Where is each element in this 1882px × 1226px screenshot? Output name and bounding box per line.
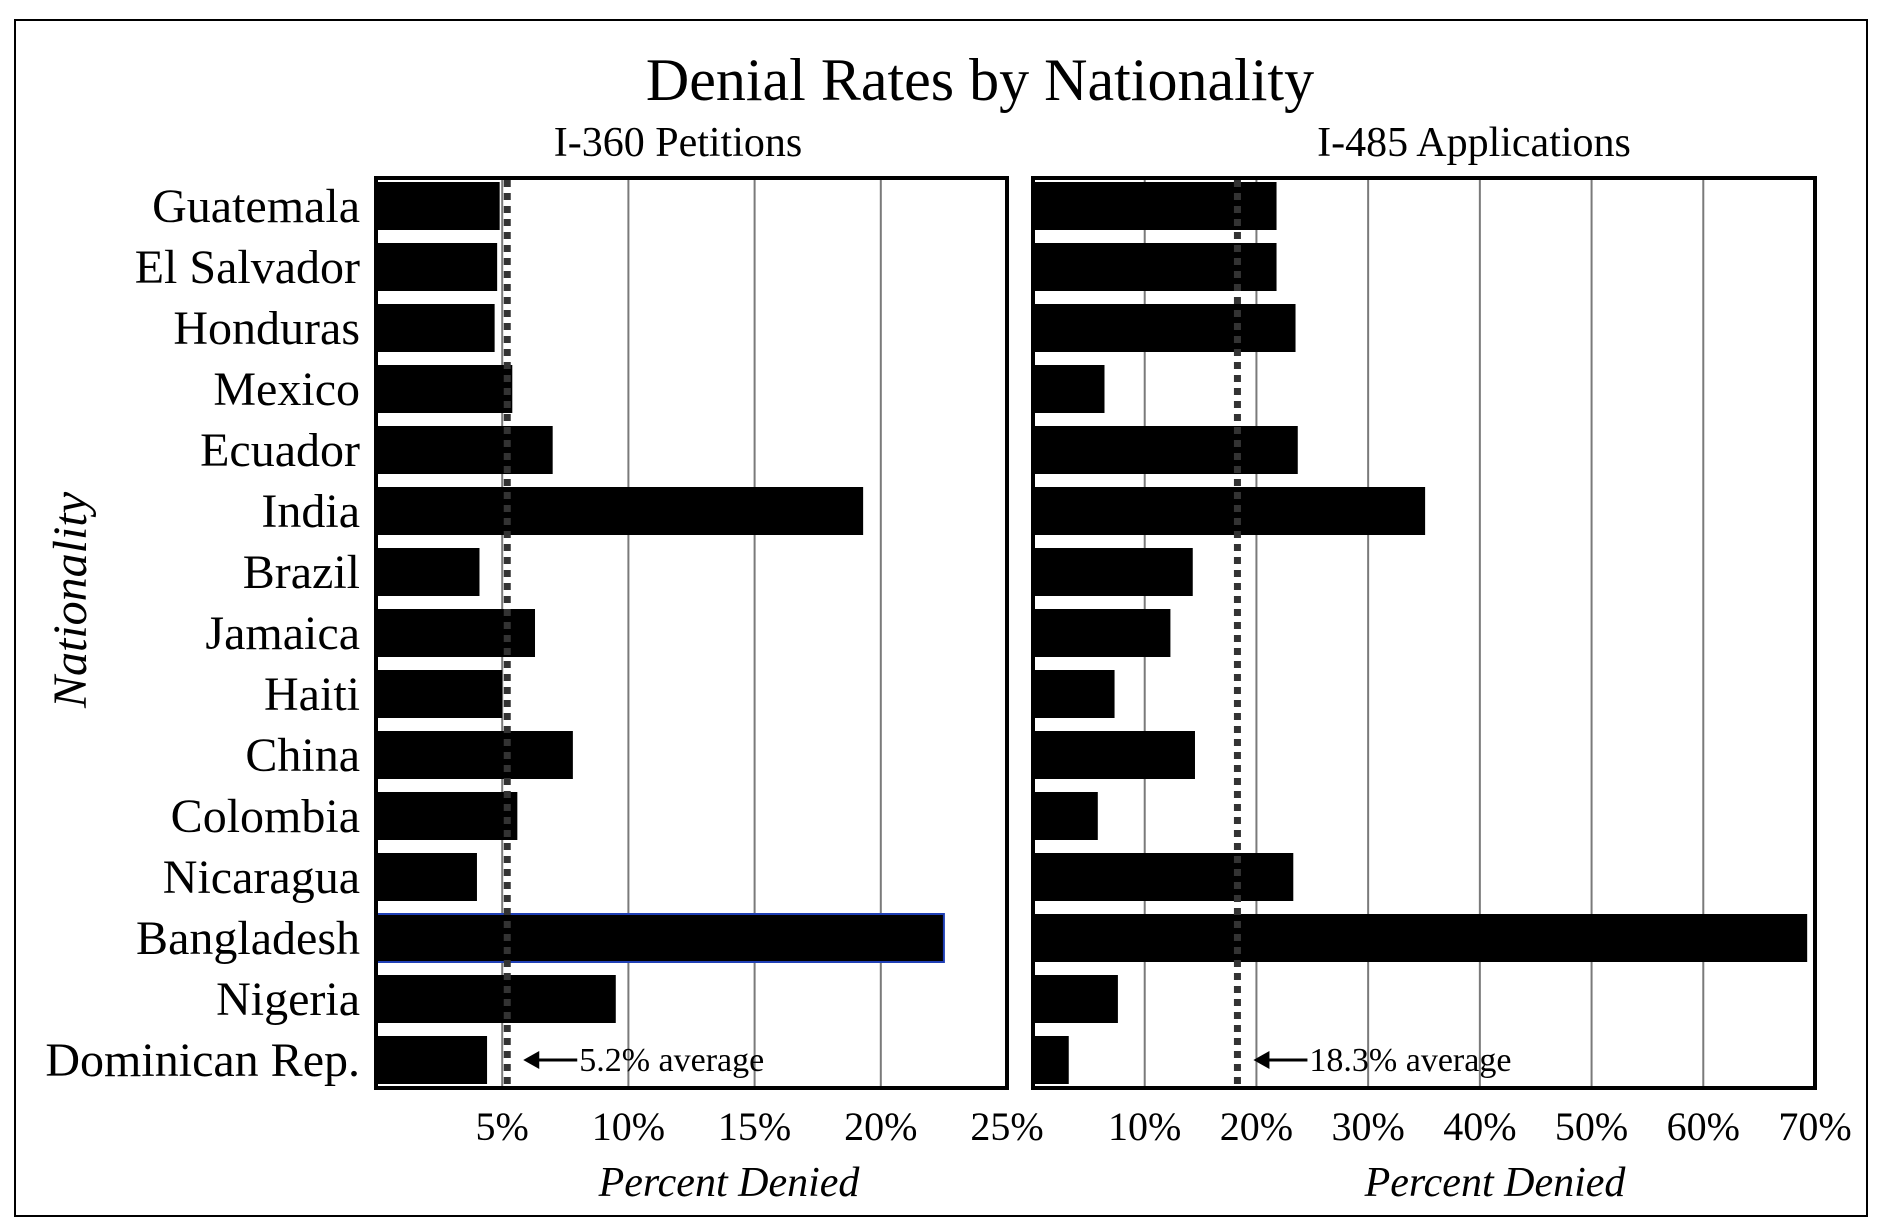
x-tick-label: 20% — [1220, 1104, 1293, 1149]
bar-brazil — [376, 548, 480, 596]
bar-jamaica — [1033, 609, 1171, 657]
category-label: Bangladesh — [136, 912, 360, 965]
bar-nigeria — [376, 975, 616, 1023]
category-label: Ecuador — [200, 424, 360, 477]
left-panel-subtitle: I-360 Petitions — [554, 120, 803, 166]
average-arrow-head — [1253, 1051, 1270, 1069]
right-x-axis-label: Percent Denied — [1364, 1160, 1627, 1206]
x-tick-label: 70% — [1778, 1104, 1851, 1149]
x-tick-label: 15% — [718, 1104, 791, 1149]
x-tick-label: 25% — [970, 1104, 1043, 1149]
outer-frame — [14, 19, 1868, 1217]
average-annotation: 5.2% average — [579, 1042, 764, 1079]
bar-china — [1033, 731, 1195, 779]
left-x-axis-label: Percent Denied — [598, 1160, 861, 1206]
bar-china — [376, 731, 573, 779]
category-label: Honduras — [173, 302, 360, 355]
bar-honduras — [376, 304, 495, 352]
category-label: Nicaragua — [163, 851, 360, 904]
bar-nicaragua — [376, 853, 477, 901]
bar-ecuador — [376, 426, 553, 474]
x-tick-label: 20% — [844, 1104, 917, 1149]
bar-india — [376, 487, 864, 535]
bar-bangladesh — [1033, 914, 1808, 962]
right-panel-subtitle: I-485 Applications — [1317, 120, 1631, 166]
chart-title: Denial Rates by Nationality — [646, 47, 1314, 113]
category-label: China — [245, 729, 360, 782]
bar-colombia — [376, 792, 518, 840]
bar-guatemala — [376, 182, 500, 230]
category-label: Dominican Rep. — [45, 1034, 360, 1087]
x-tick-label: 60% — [1667, 1104, 1740, 1149]
plot-frame — [374, 176, 1009, 1090]
category-label: Haiti — [264, 668, 360, 721]
category-label: Colombia — [171, 790, 360, 843]
y-axis-label: Nationality — [44, 491, 97, 709]
bar-brazil — [1033, 548, 1193, 596]
bar-jamaica — [376, 609, 536, 657]
category-label: Guatemala — [152, 180, 360, 233]
plot-frame — [1031, 176, 1817, 1090]
x-tick-label: 40% — [1443, 1104, 1516, 1149]
x-tick-label: 10% — [1108, 1104, 1181, 1149]
category-label: India — [261, 485, 360, 538]
bar-haiti — [1033, 670, 1115, 718]
bar-mexico — [1033, 365, 1105, 413]
category-label: El Salvador — [135, 241, 360, 294]
bar-haiti — [376, 670, 503, 718]
bar-el-salvador — [376, 243, 498, 291]
bar-dominican-rep — [1033, 1036, 1069, 1084]
category-label: Mexico — [213, 363, 360, 416]
i485-panel: 18.3% average 10% 20% 30% 40% 50% 60% 70% — [1031, 176, 1852, 1149]
category-label: Jamaica — [205, 607, 360, 660]
bar-ecuador — [1033, 426, 1298, 474]
bar-bangladesh — [375, 913, 945, 963]
i360-panel: 5.2% average 5% 10% 15% 20% 25% — [374, 176, 1044, 1149]
x-tick-label: 50% — [1555, 1104, 1628, 1149]
x-tick-label: 10% — [592, 1104, 665, 1149]
bar-nigeria — [1033, 975, 1118, 1023]
average-annotation: 18.3% average — [1309, 1042, 1511, 1079]
bar-dominican-rep — [376, 1036, 488, 1084]
bar-honduras — [1033, 304, 1296, 352]
bar-nicaragua — [1033, 853, 1294, 901]
category-label: Brazil — [243, 546, 360, 599]
bar-india — [1033, 487, 1426, 535]
x-tick-label: 5% — [476, 1104, 529, 1149]
category-label: Nigeria — [216, 973, 360, 1026]
bar-mexico — [376, 365, 513, 413]
average-arrow-head — [523, 1051, 540, 1069]
x-tick-label: 30% — [1331, 1104, 1404, 1149]
category-labels: Guatemala El Salvador Honduras Mexico Ecuado… — [45, 180, 360, 1087]
bar-colombia — [1033, 792, 1098, 840]
